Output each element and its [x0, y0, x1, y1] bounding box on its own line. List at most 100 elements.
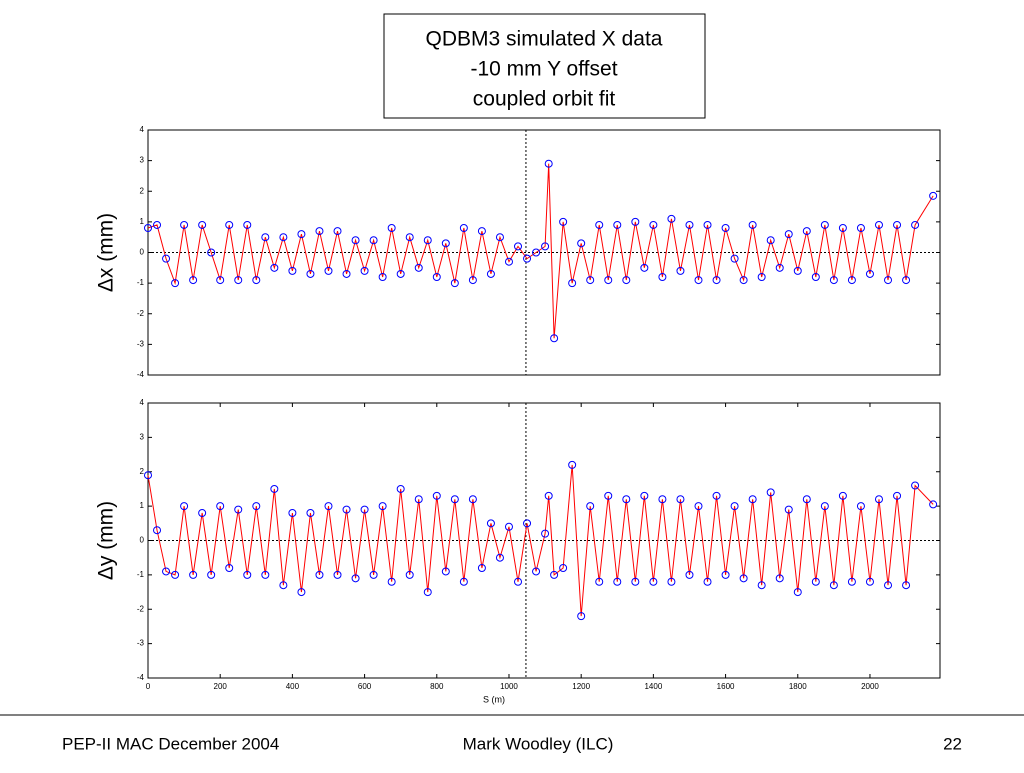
data-point: [884, 581, 893, 590]
x-tick-label: 0: [146, 682, 151, 691]
data-point: [396, 484, 405, 493]
data-point: [441, 239, 450, 248]
data-point: [144, 224, 152, 232]
data-point: [144, 471, 152, 480]
data-point: [613, 220, 622, 229]
data-point: [577, 239, 586, 248]
data-point: [586, 502, 595, 511]
data-point: [631, 217, 640, 226]
data-point: [504, 257, 513, 266]
data-point: [495, 233, 504, 242]
data-point: [369, 570, 378, 579]
data-point: [252, 502, 261, 511]
footer-left: PEP-II MAC December 2004: [62, 734, 279, 753]
data-point: [468, 276, 477, 285]
data-point: [568, 460, 577, 469]
data-point: [234, 276, 243, 285]
y-tick-label: 2: [140, 186, 145, 195]
data-point: [856, 224, 865, 232]
data-point: [929, 191, 938, 200]
y-tick-label: -1: [137, 278, 145, 287]
data-point: [414, 495, 423, 504]
data-point: [884, 276, 893, 285]
data-point: [378, 273, 387, 281]
data-point: [829, 276, 838, 285]
data-point: [893, 491, 902, 500]
data-point: [811, 577, 820, 586]
data-point: [793, 266, 802, 275]
data-point: [874, 495, 883, 504]
data-point: [333, 570, 342, 579]
data-point: [667, 214, 676, 223]
data-point: [225, 564, 234, 572]
y-tick-label: 0: [140, 248, 145, 257]
data-point: [847, 276, 856, 285]
data-point: [279, 233, 288, 242]
data-point: [658, 273, 667, 281]
data-point: [893, 220, 902, 229]
footer-center: Mark Woodley (ILC): [463, 734, 614, 753]
data-point: [387, 224, 396, 232]
x-tick-label: 2000: [861, 682, 879, 691]
data-point: [486, 269, 495, 278]
data-point: [171, 570, 180, 579]
data-point: [495, 553, 504, 562]
data-point: [649, 577, 658, 586]
data-point: [685, 570, 694, 579]
data-point: [739, 276, 748, 285]
x-tick-label: 1800: [789, 682, 807, 691]
data-point: [604, 491, 613, 500]
title-line: coupled orbit fit: [473, 88, 616, 111]
data-point: [153, 220, 162, 229]
data-point: [766, 236, 775, 245]
data-point: [613, 577, 622, 586]
data-point: [450, 279, 459, 288]
data-point: [441, 567, 450, 576]
data-point: [721, 570, 730, 579]
data-point: [658, 495, 667, 504]
data-point: [685, 220, 694, 229]
data-point: [225, 220, 234, 229]
y-tick-label: 4: [140, 125, 145, 134]
data-point: [207, 248, 216, 257]
y-tick-label: -3: [137, 339, 145, 348]
y-tick-label: 4: [140, 398, 145, 407]
data-point: [523, 519, 532, 528]
data-point: [802, 227, 811, 236]
data-point: [694, 502, 703, 511]
y-tick-label: -2: [137, 604, 145, 613]
data-point: [297, 230, 306, 239]
data-point: [387, 577, 396, 586]
data-point: [306, 509, 315, 517]
data-point: [216, 502, 225, 511]
data-point: [405, 233, 414, 242]
x-axis-label: S (m): [483, 694, 505, 704]
y-tick-label: -1: [137, 570, 145, 579]
data-point: [838, 224, 847, 232]
data-point: [532, 248, 541, 257]
x-tick-label: 1200: [572, 682, 590, 691]
x-tick-label: 800: [430, 682, 444, 691]
y-tick-label: 1: [140, 217, 145, 226]
data-point: [911, 481, 920, 490]
data-point: [243, 570, 252, 579]
data-point: [874, 220, 883, 229]
data-point: [856, 502, 865, 511]
data-point: [360, 266, 369, 275]
data-point: [450, 495, 459, 504]
x-tick-label: 1000: [500, 682, 518, 691]
data-point: [369, 236, 378, 245]
data-point: [865, 577, 874, 586]
data-point: [261, 233, 270, 242]
data-point: [775, 263, 784, 272]
y-axis-label: Δx (mm): [95, 213, 118, 292]
data-point: [351, 236, 360, 245]
data-point: [162, 567, 171, 576]
data-point: [234, 505, 243, 514]
footer-right: 22: [943, 734, 962, 753]
data-point: [414, 263, 423, 272]
data-point: [793, 588, 802, 597]
x-tick-label: 1600: [717, 682, 735, 691]
x-tick-label: 400: [286, 682, 300, 691]
